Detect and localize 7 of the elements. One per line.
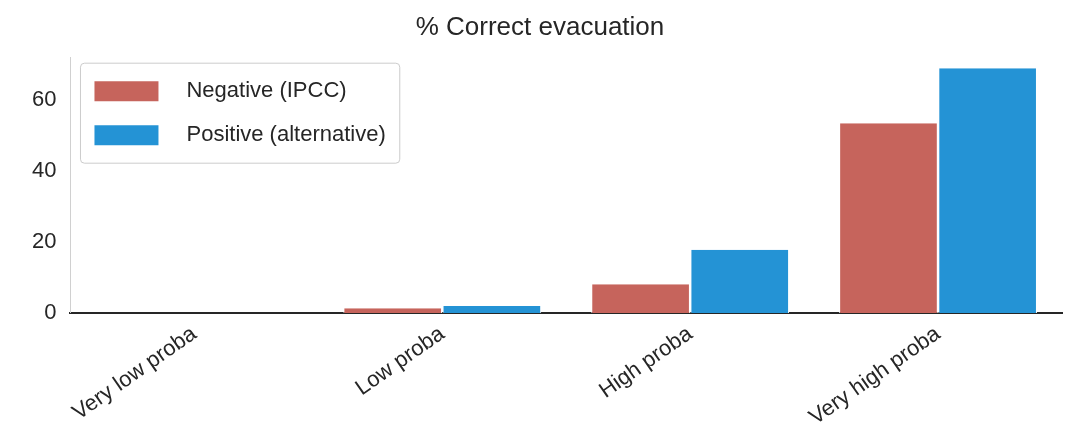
y-tick-label: 20 bbox=[31, 227, 57, 253]
legend-label: Negative (IPCC) bbox=[186, 77, 347, 103]
y-tick-label: 0 bbox=[44, 299, 57, 325]
y-tick-label: 40 bbox=[31, 156, 57, 182]
y-tick-label: 60 bbox=[31, 85, 57, 111]
chart-title: % Correct evacuation bbox=[415, 10, 665, 41]
legend-label: Positive (alternative) bbox=[186, 121, 386, 147]
